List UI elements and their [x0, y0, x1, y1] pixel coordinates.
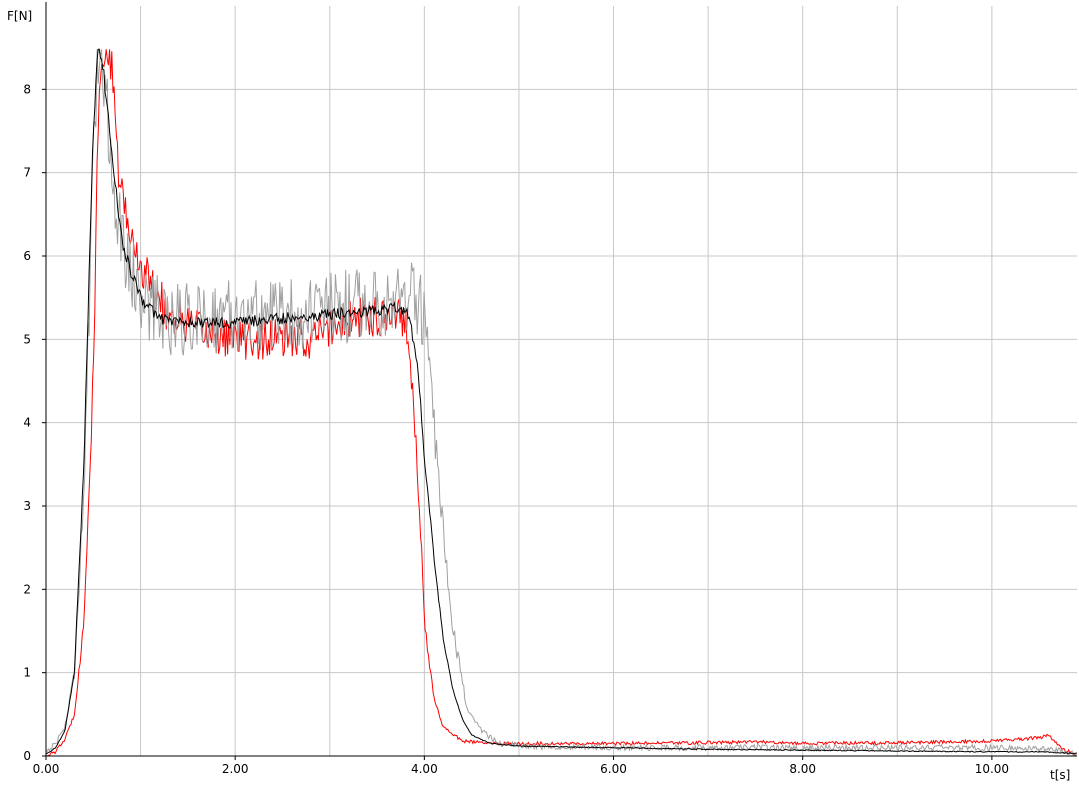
x-tick-label: 8.00 [789, 762, 816, 776]
y-tick-label: 3 [23, 499, 31, 513]
tick-labels: 0.00 2.00 4.00 6.00 8.00 10.00 0 1 2 3 4 5 6 7 8 [23, 82, 1009, 776]
x-tick-label: 4.00 [411, 762, 438, 776]
y-tick-label: 8 [23, 82, 31, 96]
y-tick-label: 1 [23, 666, 31, 680]
series-line [45, 48, 1077, 755]
y-axis-label: F[N] [7, 9, 32, 23]
y-tick-label: 2 [23, 582, 31, 596]
x-axis-label: t[s] [1050, 768, 1070, 782]
y-tick-label: 6 [23, 249, 31, 263]
y-tick-label: 0 [23, 749, 31, 763]
y-tick-label: 5 [23, 332, 31, 346]
x-tick-label: 10.00 [975, 762, 1009, 776]
series-group [45, 48, 1078, 757]
x-tick-label: 2.00 [222, 762, 249, 776]
series-line [46, 49, 1078, 757]
axes [45, 2, 1077, 757]
x-tick-label: 6.00 [600, 762, 627, 776]
y-tick-label: 7 [23, 166, 31, 180]
series-line [45, 49, 1078, 756]
y-tick-label: 4 [23, 416, 31, 430]
x-tick-label: 0.00 [33, 762, 60, 776]
grid [45, 6, 1077, 756]
